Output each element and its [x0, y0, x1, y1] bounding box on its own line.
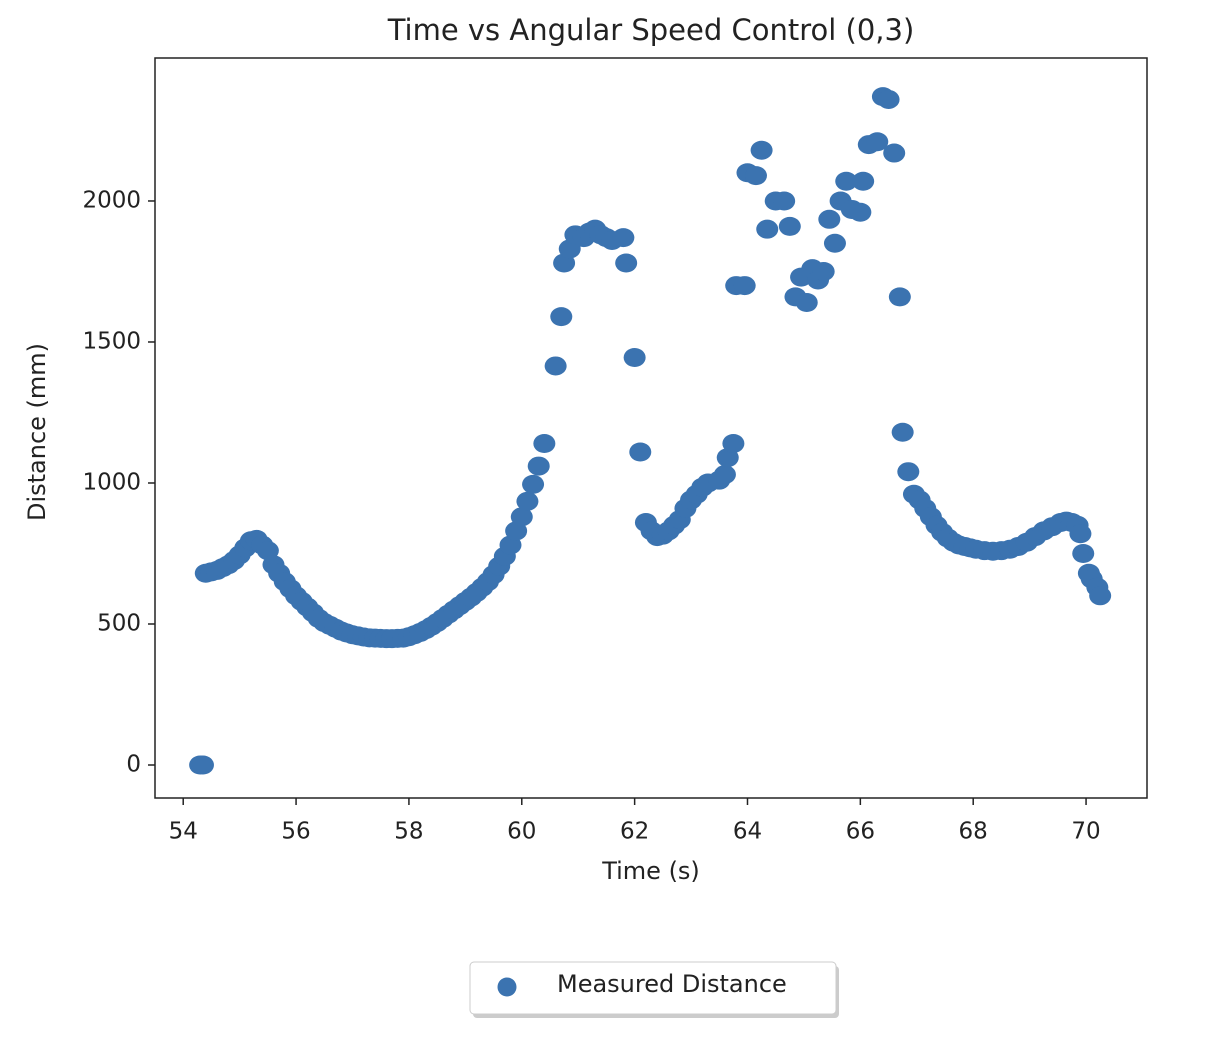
x-tick-label: 64	[733, 819, 762, 845]
scatter-point	[629, 442, 652, 462]
scatter-point	[615, 253, 638, 273]
scatter-point	[756, 219, 779, 239]
scatter-point	[795, 293, 818, 313]
scatter-point	[527, 456, 550, 476]
scatter-point	[812, 261, 835, 281]
x-axis-label: Time (s)	[601, 857, 700, 885]
scatter-point	[778, 216, 801, 236]
y-tick-label: 2000	[82, 187, 141, 213]
chart-title: Time vs Angular Speed Control (0,3)	[387, 13, 915, 47]
scatter-point	[544, 356, 567, 376]
y-tick-label: 1000	[82, 469, 141, 495]
plot-frame	[154, 57, 1148, 799]
x-tick-label: 60	[507, 819, 536, 845]
x-tick-label: 62	[620, 819, 649, 845]
y-axis-label: Distance (mm)	[23, 343, 51, 521]
scatter-point	[877, 89, 900, 109]
legend-marker	[497, 977, 517, 997]
scatter-point	[713, 465, 736, 485]
x-tick-label: 54	[169, 819, 198, 845]
scatter-point	[733, 276, 756, 296]
scatter-point	[883, 143, 906, 163]
scatter-point	[1089, 586, 1112, 606]
legend-box	[469, 961, 837, 1015]
scatter-point	[744, 166, 767, 186]
scatter-point	[773, 191, 796, 211]
scatter-point	[722, 434, 745, 454]
scatter-point	[612, 228, 635, 248]
scatter-point	[888, 287, 911, 307]
legend: Measured Distance	[469, 961, 839, 1018]
scatter-point	[1072, 543, 1095, 563]
scatter-point	[516, 491, 539, 511]
scatter-point	[852, 171, 875, 191]
scatter-point	[823, 233, 846, 253]
scatter-point	[849, 202, 872, 222]
scatter-point	[891, 422, 914, 442]
x-tick-label: 56	[281, 819, 310, 845]
scatter-point	[550, 307, 573, 327]
x-tick-label: 68	[959, 819, 988, 845]
x-tick-label: 66	[846, 819, 875, 845]
scatter-point	[1069, 524, 1092, 544]
scatter-point	[623, 347, 646, 367]
scatter-point	[835, 171, 858, 191]
y-tick-label: 0	[126, 752, 141, 778]
scatter-point	[510, 507, 533, 527]
x-tick-label: 58	[394, 819, 423, 845]
scatter-point	[750, 140, 773, 160]
scatter-point	[818, 209, 841, 229]
legend-label: Measured Distance	[557, 970, 787, 998]
y-tick-label: 500	[97, 610, 141, 636]
x-tick-label: 70	[1071, 819, 1100, 845]
y-tick-label: 1500	[82, 328, 141, 354]
scatter-point	[866, 132, 889, 152]
scatter-point	[191, 755, 214, 775]
scatter-point	[533, 434, 556, 454]
scatter-point	[897, 462, 920, 482]
scatter-point	[522, 474, 545, 494]
